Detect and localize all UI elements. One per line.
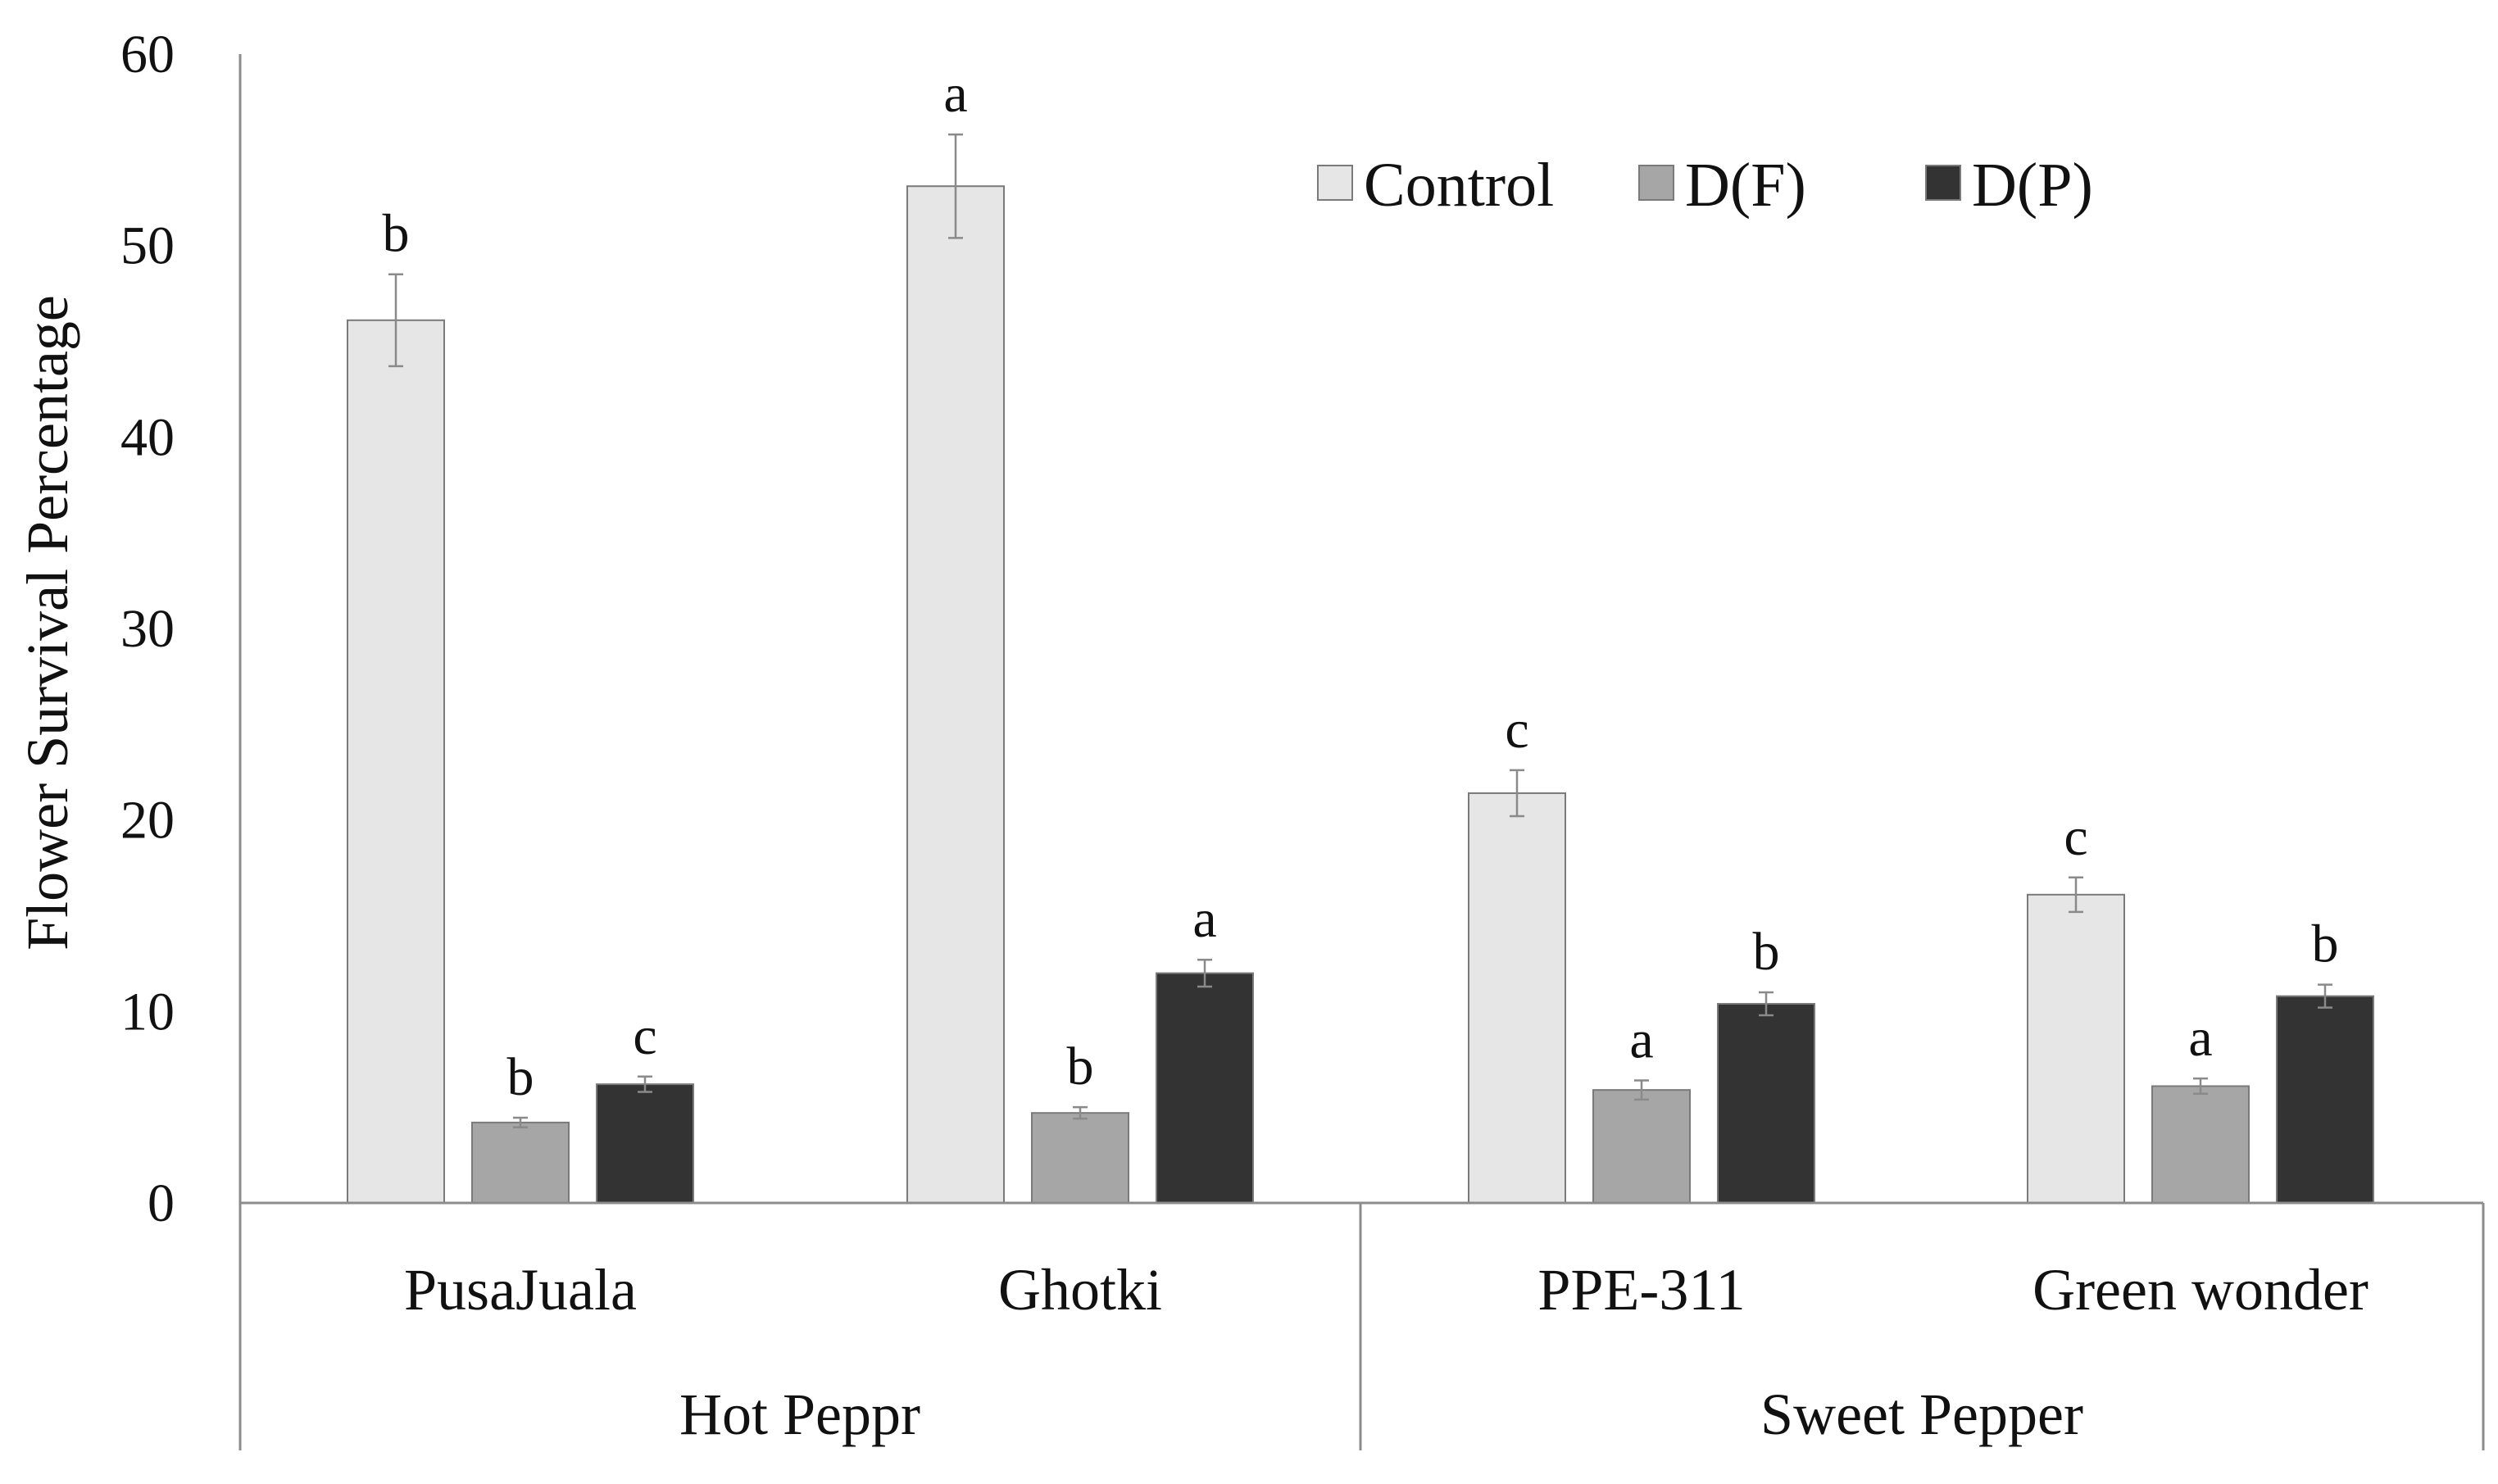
category-label: Green wonder bbox=[2032, 1257, 2369, 1323]
bar bbox=[596, 1083, 694, 1205]
bar bbox=[2276, 995, 2374, 1205]
y-axis: 0 10 20 30 40 50 60 bbox=[120, 25, 242, 1233]
y-tick-label: 50 bbox=[120, 216, 175, 276]
legend-label: Control bbox=[1364, 151, 1554, 220]
significance-letter: c bbox=[633, 1006, 656, 1066]
legend: Control D(F) D(P) bbox=[1317, 151, 2093, 220]
y-tick-label: 40 bbox=[120, 407, 175, 467]
bar bbox=[2027, 893, 2125, 1204]
y-tick-label: 10 bbox=[120, 982, 175, 1042]
bars: b b c a b a c a b c a b bbox=[347, 64, 2374, 1205]
significance-letter: c bbox=[1505, 700, 1528, 760]
bar bbox=[471, 1121, 570, 1204]
significance-letter: b bbox=[1753, 922, 1780, 982]
significance-letter: a bbox=[1629, 1010, 1653, 1069]
legend-swatch bbox=[1638, 165, 1674, 201]
bar bbox=[1592, 1089, 1691, 1205]
y-tick-label: 20 bbox=[120, 791, 175, 851]
significance-letter: a bbox=[1192, 889, 1216, 949]
significance-letter: a bbox=[2188, 1008, 2212, 1068]
y-tick-label: 30 bbox=[120, 599, 175, 659]
significance-letter: b bbox=[383, 204, 410, 264]
category-label: PusaJuala bbox=[404, 1257, 637, 1323]
bar bbox=[906, 185, 1005, 1205]
y-tick-label: 60 bbox=[120, 25, 175, 84]
significance-letter: c bbox=[2064, 807, 2087, 867]
significance-letter: b bbox=[507, 1047, 534, 1107]
y-tick-label: 0 bbox=[148, 1173, 175, 1233]
bar bbox=[1717, 1002, 1815, 1205]
bar bbox=[2151, 1085, 2250, 1205]
category-label: PPE-311 bbox=[1537, 1257, 1745, 1323]
bar bbox=[1031, 1112, 1129, 1204]
group-label: Hot Peppr bbox=[679, 1382, 920, 1447]
significance-letter: b bbox=[2312, 914, 2339, 974]
legend-swatch bbox=[1925, 165, 1961, 201]
legend-label: D(F) bbox=[1685, 151, 1806, 220]
group-label: Sweet Pepper bbox=[1760, 1382, 2083, 1447]
significance-letter: a bbox=[943, 64, 967, 124]
bar bbox=[1156, 972, 1254, 1204]
category-label: Ghotki bbox=[998, 1257, 1162, 1323]
legend-swatch bbox=[1317, 165, 1353, 201]
legend-label: D(P) bbox=[1972, 151, 2093, 220]
significance-letter: b bbox=[1067, 1037, 1094, 1096]
y-axis-title: Flower Survival Percentage bbox=[15, 295, 80, 951]
bar bbox=[347, 319, 445, 1205]
bar bbox=[1468, 792, 1566, 1204]
x-axis: PusaJuala Ghotki PPE-311 Green wonder Hot Pe… bbox=[238, 1201, 2485, 1450]
